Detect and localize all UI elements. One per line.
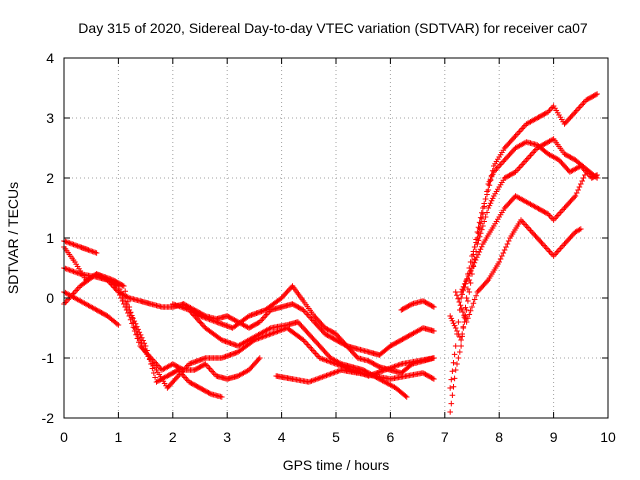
y-tick-label: 1	[46, 230, 54, 246]
x-tick-label: 3	[223, 429, 231, 445]
x-tick-label: 0	[60, 429, 68, 445]
series-trace-10	[398, 298, 437, 313]
x-tick-label: 1	[115, 429, 123, 445]
series-trace-15	[458, 169, 589, 295]
series-trace-14	[452, 217, 584, 325]
x-tick-label: 5	[332, 429, 340, 445]
x-tick-label: 4	[278, 429, 286, 445]
x-tick-label: 2	[169, 429, 177, 445]
y-tick-label: 3	[46, 110, 54, 126]
x-tick-label: 7	[441, 429, 449, 445]
grid-lines	[64, 58, 608, 418]
data-series	[61, 91, 600, 415]
y-axis-label: SDTVAR / TECUs	[5, 182, 21, 294]
series-markers	[458, 169, 589, 295]
series-markers	[452, 217, 584, 325]
series-trace-6	[104, 277, 437, 358]
series-markers	[180, 283, 437, 376]
y-tick-label: 0	[46, 290, 54, 306]
series-markers	[273, 367, 437, 385]
chart-title: Day 315 of 2020, Sidereal Day-to-day VTE…	[78, 20, 588, 36]
series-trace-3	[61, 265, 263, 382]
series-markers	[398, 298, 437, 313]
y-tick-label: 2	[46, 170, 54, 186]
series-trace-8	[273, 367, 437, 385]
x-tick-label: 9	[550, 429, 558, 445]
series-markers	[447, 139, 600, 391]
y-tick-label: 4	[46, 50, 54, 66]
series-trace-9	[180, 283, 437, 376]
axis-ticks: 0 1 2 3 4 5 6 7 8 9 10 -2 -1 0 1 2 3 4	[42, 50, 616, 445]
x-tick-label: 8	[495, 429, 503, 445]
y-tick-label: -2	[42, 410, 55, 426]
x-axis-label: GPS time / hours	[283, 457, 390, 473]
x-tick-label: 6	[387, 429, 395, 445]
y-tick-label: -1	[42, 350, 55, 366]
series-trace-13	[447, 139, 600, 391]
series-markers	[104, 277, 437, 358]
x-tick-label: 10	[600, 429, 616, 445]
series-markers	[61, 265, 263, 382]
series-trace-11	[447, 91, 600, 415]
series-markers	[447, 91, 600, 415]
